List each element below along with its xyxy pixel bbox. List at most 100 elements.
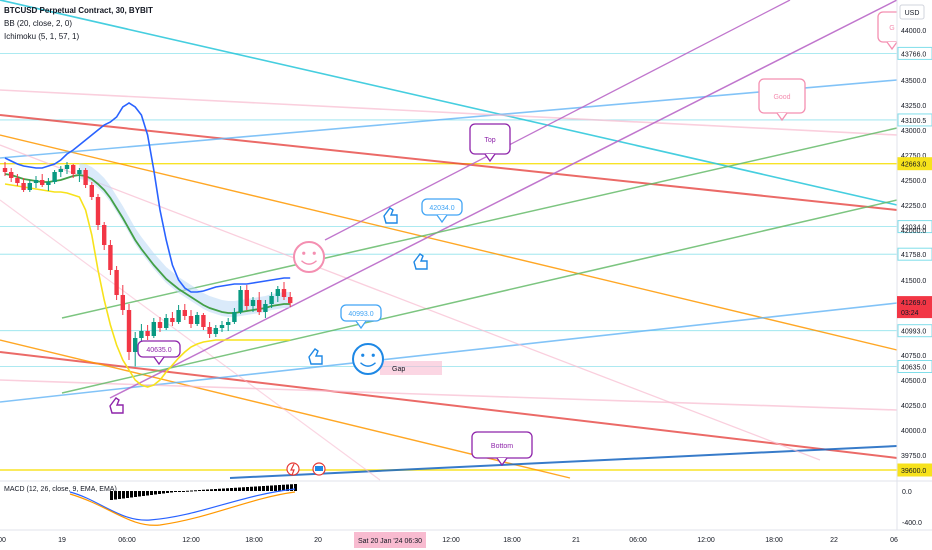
smiley-icon-mouth — [301, 260, 317, 265]
candle-body[interactable] — [238, 290, 243, 312]
candle-body[interactable] — [226, 322, 231, 325]
macd-histogram-bar — [290, 484, 293, 491]
candle-body[interactable] — [133, 338, 138, 352]
macd-histogram-bar — [158, 491, 161, 494]
level-price-tag — [897, 324, 932, 338]
candle-body[interactable] — [83, 170, 88, 185]
macd-histogram-bar — [118, 491, 121, 499]
time-highlight-tag[interactable] — [354, 532, 426, 548]
candle-body[interactable] — [263, 304, 268, 312]
candle-body[interactable] — [114, 270, 119, 295]
candle-body[interactable] — [126, 310, 132, 352]
candle-body[interactable] — [58, 169, 63, 172]
candle-body[interactable] — [275, 289, 280, 296]
candle-body[interactable] — [164, 318, 169, 328]
trend-line[interactable] — [0, 134, 898, 351]
thumbs-up-icon[interactable] — [413, 253, 428, 270]
trend-line[interactable] — [0, 144, 821, 461]
macd-tick-label: -400.0 — [902, 520, 922, 527]
candle-body[interactable] — [244, 290, 249, 306]
candle-body[interactable] — [27, 183, 32, 190]
price-tick-label: 40000.0 — [901, 428, 926, 435]
trend-line[interactable] — [109, 0, 898, 399]
price-tick-label: 41758.0 — [901, 252, 926, 259]
macd-histogram-bar — [242, 487, 245, 491]
trend-line[interactable] — [0, 379, 898, 411]
gap-box[interactable] — [380, 361, 442, 375]
candle-body[interactable] — [71, 165, 76, 174]
candle-body[interactable] — [157, 322, 163, 328]
candle-body[interactable] — [281, 289, 287, 297]
candle-body[interactable] — [188, 316, 194, 324]
candle-body[interactable] — [102, 225, 107, 245]
bb-indicator-label[interactable]: BB (20, close, 2, 0) — [4, 19, 73, 28]
candle-body[interactable] — [250, 300, 256, 306]
candle-body[interactable] — [145, 331, 150, 336]
currency-button[interactable] — [899, 4, 925, 20]
gap-label: Gap — [392, 366, 405, 373]
candle-body[interactable] — [21, 183, 26, 190]
candle-body[interactable] — [2, 168, 8, 172]
candle-body[interactable] — [52, 172, 57, 182]
candle-body[interactable] — [269, 296, 274, 304]
trend-line[interactable] — [61, 199, 898, 394]
candle-body[interactable] — [33, 180, 39, 183]
macd-indicator-label[interactable]: MACD (12, 26, close, 9, EMA, EMA) — [4, 486, 117, 493]
pointing-hand-icon[interactable] — [109, 397, 124, 414]
candle-body[interactable] — [77, 170, 82, 174]
trend-line[interactable] — [0, 0, 898, 206]
candle-body[interactable] — [46, 182, 51, 185]
candle-body[interactable] — [15, 178, 20, 183]
top-bubble-tail — [484, 153, 496, 163]
time-tick-label: 22 — [830, 537, 838, 544]
macd-histogram-bar — [270, 485, 273, 491]
macd-histogram-bar — [146, 491, 149, 496]
confused-face-icon[interactable] — [352, 343, 384, 375]
candle-body[interactable] — [40, 180, 45, 185]
trend-line[interactable] — [0, 89, 898, 136]
candle-body[interactable] — [89, 185, 94, 197]
macd-histogram-bar — [226, 488, 229, 491]
candle-body[interactable] — [120, 295, 125, 310]
candle-body[interactable] — [219, 325, 225, 328]
time-tick-label: 21 — [572, 537, 580, 544]
smiley-icon[interactable] — [293, 241, 325, 273]
macd-histogram-bar — [210, 489, 213, 491]
macd-histogram-bar — [198, 490, 201, 491]
time-tick-label: 12:00 — [697, 537, 715, 544]
lightning-icon[interactable] — [286, 462, 300, 476]
candle-body[interactable] — [176, 310, 181, 322]
candle-body[interactable] — [195, 315, 200, 324]
macd-histogram-bar — [162, 491, 165, 494]
trend-line[interactable] — [0, 351, 898, 459]
pointing-hand-icon[interactable] — [308, 348, 323, 365]
candle-body[interactable] — [170, 318, 175, 322]
ichimoku-indicator-label[interactable]: Ichimoku (5, 1, 57, 1) — [4, 32, 80, 41]
trend-line[interactable] — [61, 127, 898, 319]
price-tick-label: 43000.0 — [901, 128, 926, 135]
candle-body[interactable] — [207, 327, 212, 334]
candle-body[interactable] — [257, 300, 262, 312]
candle-body[interactable] — [64, 165, 70, 169]
candle-body[interactable] — [182, 310, 187, 316]
price-tick-label: 42663.0 — [901, 162, 926, 169]
candle-body[interactable] — [95, 197, 101, 225]
trend-line[interactable] — [229, 445, 898, 479]
candle-body[interactable] — [232, 312, 237, 322]
trend-line[interactable] — [0, 114, 898, 211]
price-tick-label: 39750.0 — [901, 453, 926, 460]
candle-body[interactable] — [9, 172, 14, 178]
candle-body[interactable] — [213, 328, 218, 334]
candle-body[interactable] — [288, 297, 293, 304]
trend-line[interactable] — [0, 199, 381, 481]
candle-body[interactable] — [201, 315, 206, 327]
symbol-title[interactable]: BTCUSD Perpetual Contract, 30, BYBIT — [4, 6, 153, 15]
macd-tick-label: 0.0 — [902, 489, 912, 496]
candle-body[interactable] — [108, 245, 113, 270]
candle-body[interactable] — [139, 331, 144, 338]
trend-line[interactable] — [324, 0, 791, 241]
candle-body[interactable] — [151, 322, 156, 336]
current-price-tag — [897, 296, 932, 319]
thumbs-up-icon[interactable] — [383, 207, 398, 224]
